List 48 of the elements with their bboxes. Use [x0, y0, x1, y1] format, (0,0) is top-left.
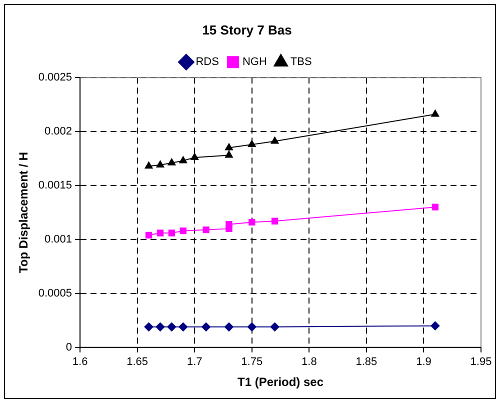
point	[430, 321, 440, 330]
y-tick-label: 0.0005	[38, 287, 72, 300]
x-tick-label: 1.8	[302, 356, 317, 368]
legend-label: NGH	[242, 56, 267, 68]
x-tick-label: 1.9	[416, 356, 432, 368]
point	[144, 162, 153, 169]
legend-label: RDS	[196, 56, 219, 68]
point	[431, 110, 440, 117]
point	[225, 143, 233, 150]
point	[168, 158, 176, 166]
point	[180, 228, 186, 234]
point	[248, 140, 256, 148]
point	[224, 322, 234, 332]
point	[168, 230, 176, 236]
chart-title: 15 Story 7 Bas	[202, 22, 292, 38]
y-tick-label: 0.002	[44, 126, 72, 138]
point	[190, 152, 199, 160]
point	[202, 322, 211, 332]
point	[178, 322, 188, 332]
point	[271, 218, 278, 224]
x-tick-label: 1.85	[356, 356, 378, 368]
point	[144, 322, 154, 332]
point	[432, 204, 439, 210]
point	[156, 160, 164, 168]
point	[167, 322, 176, 332]
point	[247, 322, 256, 332]
x-tick-label: 1.75	[241, 356, 263, 368]
point	[179, 156, 188, 164]
y-tick-label: 0.001	[44, 234, 72, 246]
y-axis-title: Top Displacement / H	[16, 152, 31, 274]
point	[156, 230, 164, 236]
y-tick-label: 0	[66, 341, 72, 354]
point	[145, 232, 152, 238]
x-tick-label: 1.65	[126, 356, 148, 368]
x-tick-label: 1.6	[72, 356, 88, 368]
point	[225, 150, 233, 158]
y-tick-label: 0.0025	[38, 72, 72, 84]
x-tick-label: 1.7	[186, 356, 202, 368]
legend-label: TBS	[290, 56, 312, 68]
point	[202, 226, 210, 234]
point	[248, 218, 256, 226]
x-axis-title: T1 (Period) sec	[238, 375, 324, 390]
point	[270, 322, 280, 332]
point	[156, 322, 165, 332]
point	[270, 136, 279, 144]
point	[226, 221, 232, 228]
y-tick-label: 0.0015	[38, 180, 72, 192]
x-tick-label: 1.95	[470, 356, 492, 368]
